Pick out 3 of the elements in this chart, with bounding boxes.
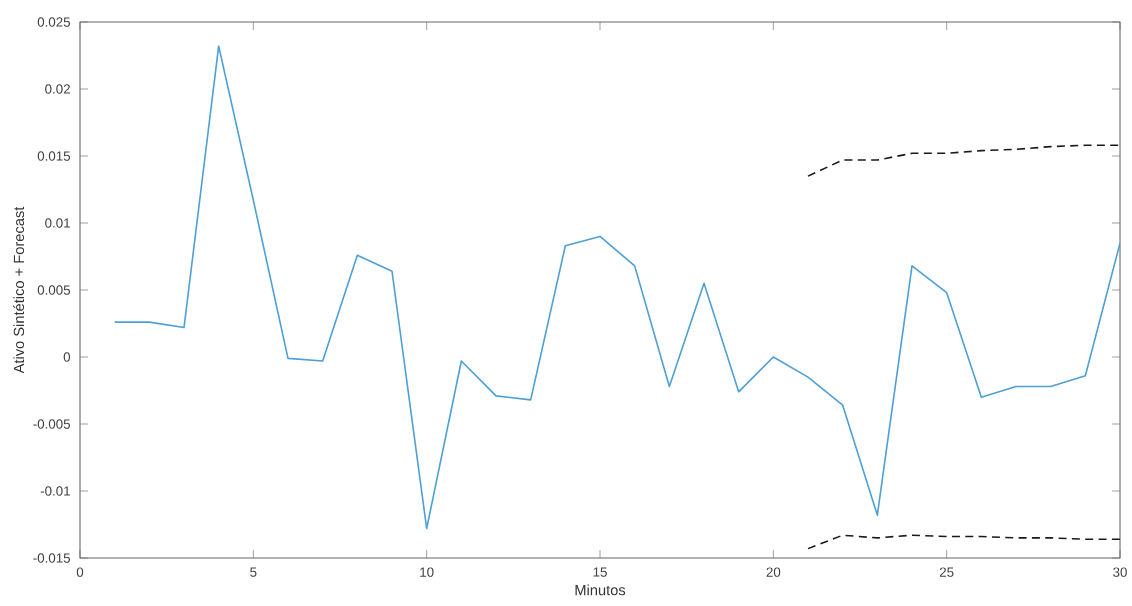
line-series [807, 144, 1121, 177]
line-series [113, 45, 1121, 530]
line-series [807, 534, 1121, 550]
